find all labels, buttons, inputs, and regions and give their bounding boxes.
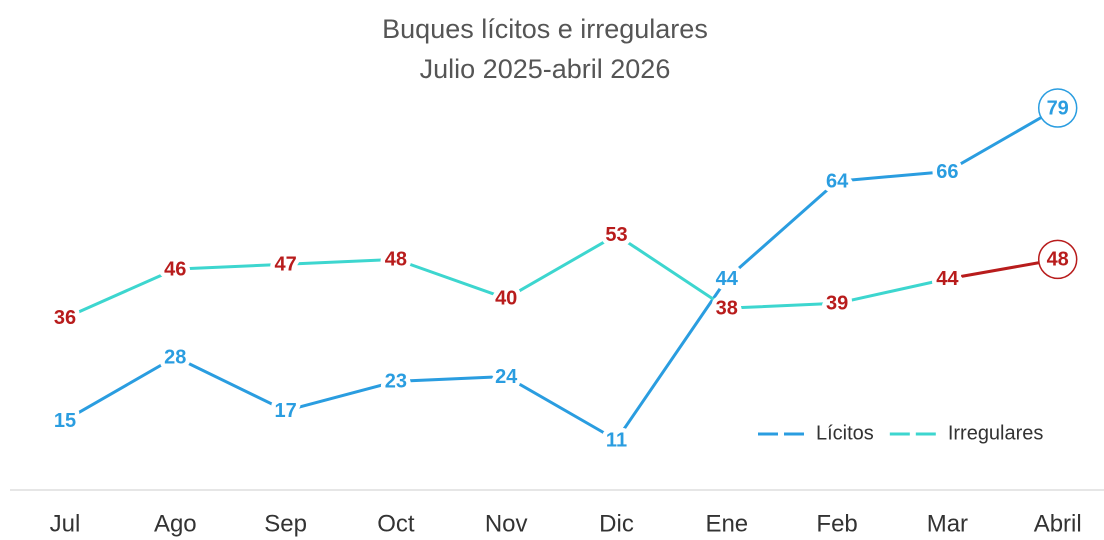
x-tick-label: Sep: [264, 510, 307, 537]
x-tick-label: Jul: [50, 510, 81, 537]
data-label: 64: [826, 171, 849, 193]
x-tick-label: Dic: [599, 510, 634, 537]
series-line: [64, 233, 948, 320]
data-label: 66: [936, 161, 958, 183]
data-label: 23: [385, 371, 407, 393]
legend-label: Lícitos: [816, 422, 874, 444]
data-label: 53: [605, 224, 627, 246]
data-label: 38: [716, 297, 738, 319]
data-label: 48: [385, 249, 407, 271]
data-label: 79: [1047, 97, 1069, 119]
x-tick-label: Oct: [377, 510, 415, 537]
x-tick-label: Nov: [485, 510, 528, 537]
data-label: 47: [274, 254, 296, 276]
data-label: 11: [606, 429, 627, 451]
chart-title: Buques lícitos e irregulares: [382, 14, 708, 44]
last-point-circle: [1037, 88, 1078, 128]
chart-subtitle: Julio 2025-abril 2026: [420, 54, 671, 84]
data-label: 15: [54, 410, 76, 432]
data-label: 40: [495, 288, 517, 310]
last-point-circle: [1037, 239, 1078, 280]
x-tick-label: Mar: [927, 510, 968, 537]
data-label: 46: [164, 258, 186, 280]
data-label: 24: [495, 366, 518, 388]
x-tick-label: Ene: [705, 510, 748, 537]
data-label: 36: [54, 307, 76, 329]
legend-label: Irregulares: [948, 422, 1044, 444]
data-label: 48: [1047, 249, 1069, 271]
series-line: [64, 106, 1059, 442]
data-label: 44: [936, 268, 959, 290]
x-tick-label: Ago: [154, 510, 197, 537]
data-label: 17: [274, 400, 296, 422]
x-tick-label: Feb: [816, 510, 857, 537]
x-tick-label: Abril: [1034, 510, 1082, 537]
data-label: 39: [826, 293, 848, 315]
data-label: 44: [716, 268, 739, 290]
data-label: 28: [164, 346, 186, 368]
